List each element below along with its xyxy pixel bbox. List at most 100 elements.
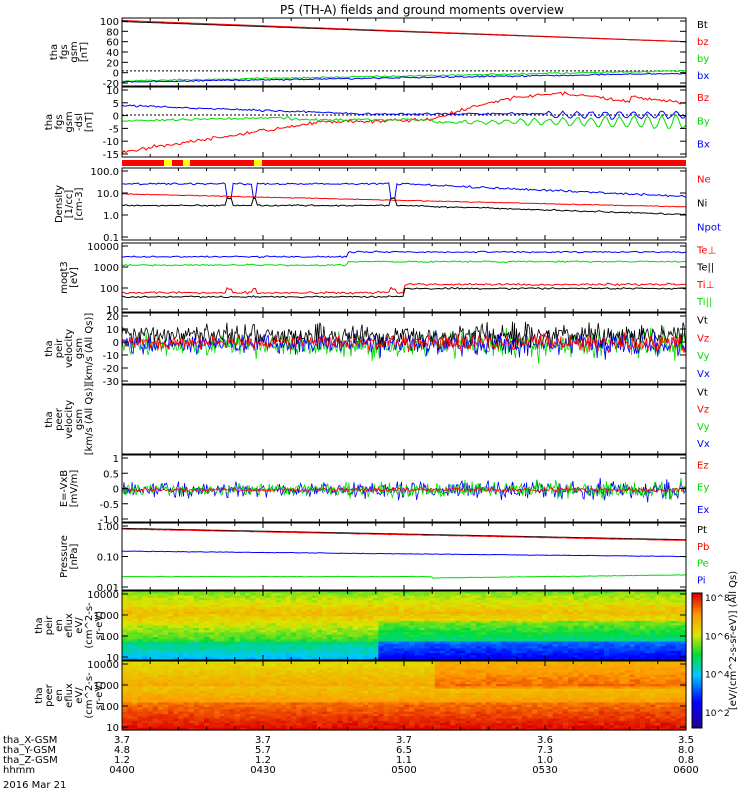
p10-cell xyxy=(214,720,220,724)
p9-cell xyxy=(260,625,267,629)
p9-cell xyxy=(619,614,625,617)
p9-cell xyxy=(465,611,472,615)
p10-cell xyxy=(147,690,154,694)
p9-cell xyxy=(270,614,277,617)
p10-cell xyxy=(183,674,190,678)
p9-cell xyxy=(301,632,308,636)
p9-cell xyxy=(363,648,369,652)
p10-cell xyxy=(234,672,241,676)
p9-cell xyxy=(675,630,682,633)
p9-cell xyxy=(214,602,220,606)
p9-cell xyxy=(275,657,282,661)
p10-cell xyxy=(132,686,138,690)
p9-cell xyxy=(434,616,441,620)
p8-series-Pb xyxy=(122,528,687,541)
p9-cell xyxy=(173,657,179,661)
p9-cell xyxy=(378,630,385,633)
p9-cell xyxy=(198,593,205,597)
p9-cell xyxy=(398,600,405,604)
p10-cell xyxy=(198,725,205,729)
p9-cell xyxy=(306,602,313,606)
p10-cell xyxy=(291,695,297,699)
p9-cell xyxy=(255,634,261,638)
p9-cell xyxy=(604,630,610,633)
p9-cell xyxy=(496,591,502,594)
p9-cell xyxy=(593,607,600,610)
p9-cell xyxy=(127,595,133,599)
p9-cell xyxy=(306,634,313,638)
p9-cell xyxy=(198,653,205,656)
p9-cell xyxy=(609,600,615,604)
p9-cell xyxy=(398,614,405,617)
p8-legend-3: Pi xyxy=(697,575,706,586)
p9-cell xyxy=(311,604,318,608)
p9-cell xyxy=(598,648,605,652)
p9-cell xyxy=(163,625,169,629)
p9-cell xyxy=(465,643,472,647)
p9-cell xyxy=(163,623,169,627)
p9-cell xyxy=(506,627,513,631)
p10-cell xyxy=(137,690,144,694)
p10-cell xyxy=(245,674,251,678)
p10-cell xyxy=(152,674,159,678)
p9-cell xyxy=(393,639,400,643)
p10-cell xyxy=(163,670,169,674)
p9-cell xyxy=(445,611,451,615)
p9-cell xyxy=(173,655,179,659)
p9-cell xyxy=(168,641,174,645)
p9-cell xyxy=(460,623,467,627)
p9-cell xyxy=(629,595,636,599)
p9-cell xyxy=(455,616,461,620)
p10-cell xyxy=(157,723,164,726)
p9-cell xyxy=(342,627,349,631)
p9-cell xyxy=(342,591,349,594)
p9-cell xyxy=(619,630,625,633)
p9-cell xyxy=(332,600,338,604)
p10-cell xyxy=(152,711,159,715)
p9-cell xyxy=(460,600,467,604)
p9-cell xyxy=(127,600,133,604)
p9-cell xyxy=(301,623,308,627)
p9-cell xyxy=(496,595,502,599)
p9-cell xyxy=(270,604,277,608)
p9-cell xyxy=(675,657,682,661)
p9-cell xyxy=(680,623,687,627)
p9-cell xyxy=(198,607,205,610)
p10-cell xyxy=(270,711,277,715)
p9-cell xyxy=(398,634,405,638)
p9-cell xyxy=(363,641,369,645)
p9-cell xyxy=(337,627,343,631)
p9-cell xyxy=(419,600,426,604)
p9-cell xyxy=(460,639,467,643)
p9-cell xyxy=(178,641,185,645)
p9-cell xyxy=(342,593,349,597)
p10-cell xyxy=(163,688,169,692)
p9-cell xyxy=(193,607,200,610)
p9-cell xyxy=(311,641,318,645)
p9-cell xyxy=(311,595,318,599)
p9-cell xyxy=(280,653,287,656)
p9-cell xyxy=(306,618,313,622)
p9-cell xyxy=(219,620,226,624)
p9-cell xyxy=(214,597,220,601)
p9-cell xyxy=(516,618,523,622)
p9-cell xyxy=(419,641,426,645)
p10-cell xyxy=(127,670,133,674)
p9-cell xyxy=(547,655,554,659)
p4-frame xyxy=(121,242,687,313)
p9-cell xyxy=(255,593,261,597)
p9-cell xyxy=(578,604,584,608)
p10-cell xyxy=(209,716,215,720)
p9-cell xyxy=(296,648,302,652)
p9-cell xyxy=(532,591,538,594)
p9-cell xyxy=(152,620,159,624)
p9-cell xyxy=(486,618,492,622)
p9-cell xyxy=(255,620,261,624)
p9-cell xyxy=(419,591,426,594)
p9-cell xyxy=(450,611,456,615)
p9-cell xyxy=(398,609,405,613)
p9-cell xyxy=(491,607,497,610)
p9-cell xyxy=(122,597,128,601)
p9-cell xyxy=(260,597,267,601)
p10-cell xyxy=(270,700,277,703)
